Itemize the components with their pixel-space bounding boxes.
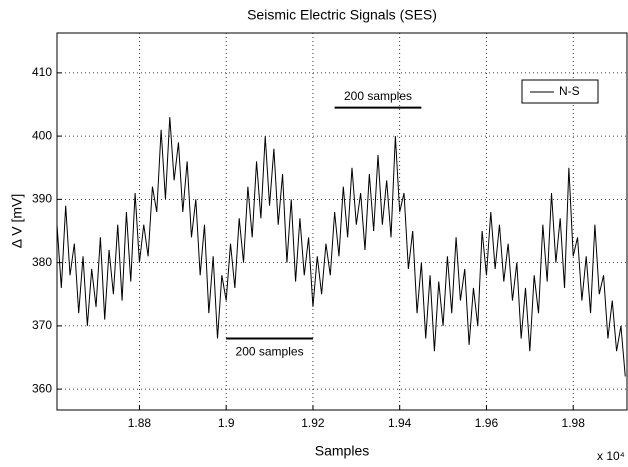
y-axis-label: Δ V [mV] [9,194,25,248]
y-tick-label: 360 [32,381,52,395]
y-tick-label: 410 [32,65,52,79]
x-tick-label: 1.9 [218,416,235,430]
y-tick-label: 370 [32,318,52,332]
chart-title: Seismic Electric Signals (SES) [247,7,437,23]
legend-label: N-S [559,84,580,98]
y-tick-label: 390 [32,192,52,206]
x-tick-label: 1.98 [562,416,586,430]
x-tick-label: 1.94 [388,416,412,430]
x-tick-label: 1.96 [475,416,499,430]
legend-box [521,79,599,104]
y-tick-label: 400 [32,128,52,142]
y-tick-label: 380 [32,255,52,269]
x-tick-label: 1.88 [128,416,152,430]
signal-line [56,117,626,377]
plot-frame [56,32,628,411]
annotation-text: 200 samples [236,345,304,359]
annotation-text: 200 samples [344,89,412,103]
x-tick-label: 1.92 [301,416,325,430]
x-axis-label: Samples [315,443,369,459]
x-multiplier: x 10⁴ [597,449,625,463]
